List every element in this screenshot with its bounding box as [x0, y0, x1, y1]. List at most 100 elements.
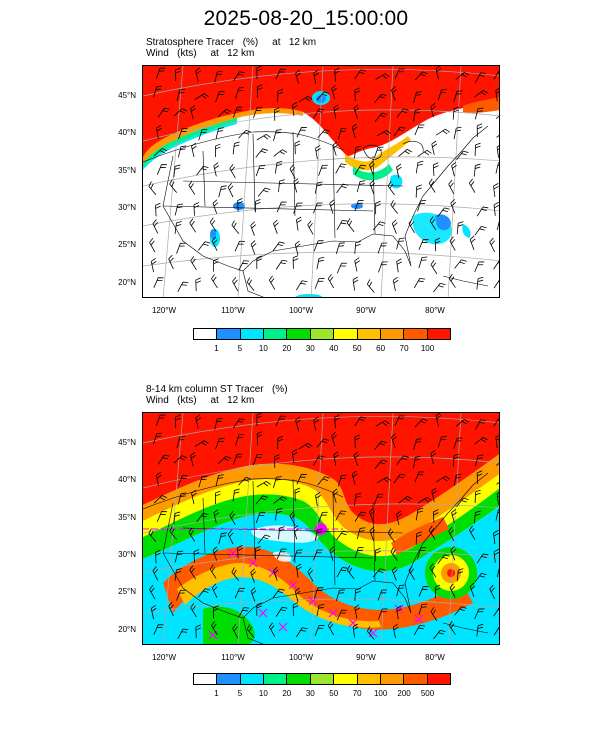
wind-barb	[277, 435, 284, 450]
panel2-caption-field: 8-14 km column ST Tracer (%)	[146, 384, 288, 395]
wind-barb	[369, 507, 375, 523]
wind-barb	[435, 475, 450, 483]
cross-marker	[394, 604, 404, 614]
wind-barb	[408, 218, 415, 234]
colorbar-label: 50	[352, 344, 362, 353]
wind-barb	[396, 237, 405, 250]
wind-barb	[496, 143, 499, 158]
wind-barb	[256, 431, 263, 445]
colorbar-label: 30	[305, 344, 315, 353]
wind-barb	[214, 70, 223, 83]
wind-barb	[189, 565, 197, 580]
wind-barb	[493, 278, 499, 289]
wind-barb	[296, 563, 302, 578]
wind-barb	[474, 454, 484, 467]
wind-barb	[149, 238, 156, 253]
wind-barb	[273, 566, 279, 581]
cross-marker	[308, 596, 318, 606]
wind-barb	[156, 124, 162, 140]
panel1-colorbar	[193, 328, 451, 340]
panel1-lon-120: 120°W	[151, 306, 177, 315]
wind-barb	[391, 86, 397, 101]
wind-barb	[434, 237, 441, 252]
wind-barb	[398, 496, 413, 504]
wind-barb	[313, 587, 324, 599]
wind-barb	[456, 497, 469, 508]
wind-barb	[250, 568, 256, 583]
wind-barb	[174, 568, 182, 581]
wind-barb	[256, 84, 263, 98]
wind-barb	[333, 451, 340, 466]
wind-barb	[387, 528, 395, 543]
wind-barb	[293, 178, 300, 193]
colorbar-swatch-2	[240, 329, 265, 339]
wind-barb	[291, 102, 298, 117]
wind-barb	[414, 418, 428, 428]
wind-barb	[396, 258, 402, 273]
colorbar-swatch-2	[240, 674, 265, 684]
wind-barb	[354, 164, 367, 175]
wind-barb	[153, 148, 168, 157]
wind-barb	[189, 218, 197, 233]
wind-barb	[215, 490, 221, 505]
panel2-lon-120: 120°W	[151, 653, 177, 662]
wind-barb	[495, 458, 499, 466]
wind-barb	[437, 436, 447, 448]
wind-barb	[314, 278, 325, 289]
panel1-lon-110: 110°W	[221, 306, 245, 315]
wind-barb	[428, 178, 436, 193]
wind-barb	[414, 71, 428, 81]
wind-barb	[155, 414, 166, 426]
wind-barb	[329, 546, 336, 561]
wind-barb	[372, 568, 386, 578]
wind-barb	[291, 449, 298, 464]
wind-barb	[173, 164, 181, 178]
wind-barb	[289, 164, 296, 179]
wind-barb	[317, 129, 331, 139]
wind-barb	[298, 95, 313, 103]
wind-barb	[317, 476, 331, 486]
wind-barb	[256, 413, 262, 426]
wind-barb	[209, 217, 217, 232]
wind-barb	[314, 528, 323, 541]
wind-barb	[232, 276, 239, 292]
wind-barb	[434, 584, 441, 599]
colorbar-swatch-8	[380, 674, 405, 684]
wind-barb	[153, 432, 162, 445]
wind-barb	[396, 163, 402, 178]
panel1-boundaries	[143, 125, 489, 297]
wind-barb	[232, 488, 240, 502]
wind-barb	[376, 129, 391, 137]
wind-barb	[469, 235, 476, 251]
wind-barb	[476, 470, 483, 484]
wind-barb	[476, 553, 489, 564]
wind-barb	[391, 219, 398, 234]
wind-barb	[475, 72, 487, 83]
colorbar-label: 20	[282, 344, 292, 353]
wind-barb	[257, 534, 271, 544]
wind-barb	[468, 525, 476, 540]
wind-barb	[354, 604, 361, 619]
wind-barb	[354, 434, 361, 449]
wind-barb	[313, 69, 320, 84]
wind-barb	[273, 496, 288, 504]
wind-barb	[366, 626, 375, 640]
wind-barb	[176, 88, 185, 101]
wind-barb	[274, 161, 283, 174]
wind-barb	[476, 123, 483, 137]
wind-barb	[307, 567, 314, 582]
wind-barb	[178, 128, 188, 140]
wind-barb	[293, 202, 303, 214]
wind-barb	[489, 237, 496, 253]
wind-barb	[396, 108, 409, 118]
wind-barb	[169, 179, 178, 193]
wind-barb	[449, 583, 456, 598]
wind-barb	[191, 142, 197, 158]
wind-barb	[276, 548, 287, 560]
wind-barb	[313, 455, 325, 466]
wind-barb	[256, 481, 271, 488]
wind-barb	[417, 199, 427, 212]
wind-barb	[294, 587, 301, 603]
wind-barb	[217, 108, 232, 118]
wind-barb	[246, 277, 255, 291]
